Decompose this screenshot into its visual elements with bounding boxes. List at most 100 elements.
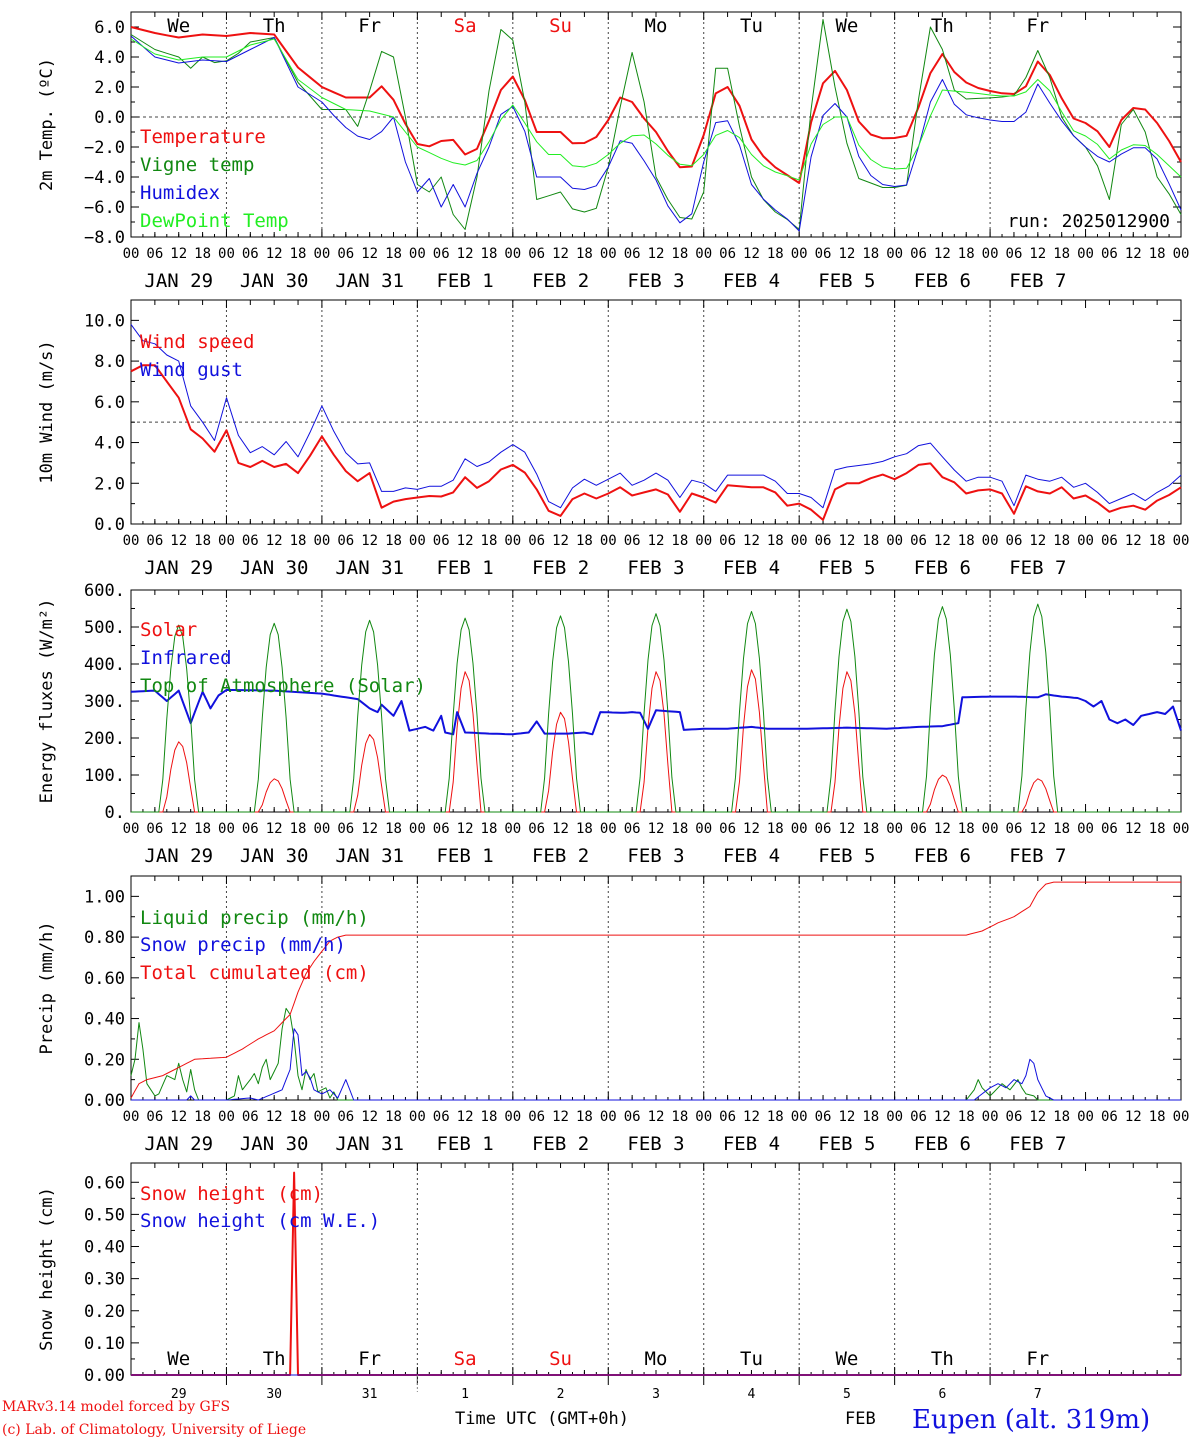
date-label: FEB 6 [914,270,971,292]
hour-label: 06 [910,1109,927,1125]
hour-label: 06 [815,533,832,549]
hour-label: 12 [552,821,569,837]
hour-label: 12 [743,821,760,837]
hour-label: 18 [671,246,688,262]
hour-label: 12 [1125,246,1142,262]
hour-label: 06 [146,246,163,262]
hour-label: 18 [385,246,402,262]
hour-label: 06 [910,533,927,549]
y-tick-label: 4.0 [94,48,125,68]
panel-precip: 1.00 0.80 0.60 0.40 0.20 0.00 Precip (mm/h) 00 0… [37,875,1189,1155]
hour-label: 12 [743,1109,760,1125]
y-tick-label: 0. [105,803,125,823]
hour-label: 12 [170,1109,187,1125]
y-tick-label: 4.0 [94,434,125,454]
hour-label: 12 [743,246,760,262]
hour-label: 18 [481,1109,498,1125]
day-name-label: Th [931,1348,954,1370]
day-name-label: Fr [358,1348,381,1370]
day-name-label: Tu [740,15,763,37]
date-label: FEB 5 [818,845,875,867]
hour-label: 06 [433,821,450,837]
day-name-label: Sa [454,15,477,37]
date-label: FEB 5 [818,557,875,579]
hour-label: 00 [409,821,426,837]
y-tick-label: 0.0 [94,515,125,535]
hour-label: 06 [624,533,641,549]
date-label: JAN 29 [144,557,213,579]
hour-label: 18 [194,821,211,837]
legend-entry: Wind gust [140,359,243,381]
hour-label: 18 [576,1109,593,1125]
y-tick-label: 600. [84,581,125,601]
hour-label: 00 [791,533,808,549]
hour-label: 00 [123,246,140,262]
date-label: JAN 31 [335,557,404,579]
y-tick-label: 300. [84,692,125,712]
y-tick-label: −2.0 [84,138,125,158]
hour-label: 12 [170,246,187,262]
day-name-label: Fr [1026,1348,1049,1370]
hour-label: 18 [1053,821,1070,837]
day-name-label: We [835,15,858,37]
day-name-label: Tu [740,1348,763,1370]
y-axis-label: Precip (mm/h) [37,921,57,1054]
hour-label: 18 [1053,1109,1070,1125]
y-tick-label: 0.20 [84,1302,125,1322]
day-name-label: Fr [358,15,381,37]
hour-label: 12 [1125,821,1142,837]
hour-label: 12 [838,821,855,837]
hour-label: 12 [266,821,283,837]
series-line-temperature [130,26,1182,184]
date-label: JAN 31 [335,845,404,867]
hour-label: 00 [218,246,235,262]
hour-label: 06 [528,1109,545,1125]
hour-label: 18 [481,246,498,262]
hour-label: 06 [1101,1109,1118,1125]
day-name-label: Su [549,1348,572,1370]
x-axis-label: Time UTC (GMT+0h) [455,1409,629,1429]
date-label: FEB 7 [1009,845,1066,867]
hour-label: 18 [481,821,498,837]
date-label: JAN 31 [335,1133,404,1155]
hour-label: 18 [958,246,975,262]
hour-label: 06 [815,246,832,262]
run-annotation: run: 2025012900 [1007,211,1170,232]
date-label: FEB 6 [914,845,971,867]
hour-label: 06 [1006,821,1023,837]
y-tick-label: 0.00 [84,1366,125,1386]
hour-label: 12 [170,821,187,837]
day-name-label: We [167,1348,190,1370]
hour-label: 12 [648,1109,665,1125]
hour-label: 18 [1149,533,1166,549]
date-label: FEB 7 [1009,557,1066,579]
hour-label: 18 [767,246,784,262]
hour-label: 00 [218,533,235,549]
hour-label: 00 [982,821,999,837]
series-line-top-of-atmosphere-solar- [131,603,1181,813]
hour-label: 18 [767,533,784,549]
y-tick-label: 500. [84,618,125,638]
hour-label: 18 [1053,246,1070,262]
date-label: FEB 7 [1009,270,1066,292]
legend-entry: Total cumulated (cm) [140,962,369,984]
day-number-label: 31 [362,1387,378,1402]
hour-label: 18 [1149,1109,1166,1125]
hour-label: 12 [361,246,378,262]
date-label: FEB 1 [436,845,493,867]
hour-label: 12 [361,533,378,549]
hour-label: 06 [337,821,354,837]
hour-label: 18 [671,821,688,837]
hour-label: 12 [457,1109,474,1125]
hour-label: 18 [194,1109,211,1125]
date-label: FEB 1 [436,270,493,292]
y-tick-label: 0.0 [94,108,125,128]
y-axis-label: 2m Temp. (ºC) [37,58,57,191]
hour-label: 06 [815,821,832,837]
date-label: FEB 3 [627,270,684,292]
legend-entry: Liquid precip (mm/h) [140,907,369,929]
hour-label: 18 [385,821,402,837]
y-tick-label: 10.0 [84,311,125,331]
hour-label: 00 [886,821,903,837]
hour-label: 12 [1125,1109,1142,1125]
